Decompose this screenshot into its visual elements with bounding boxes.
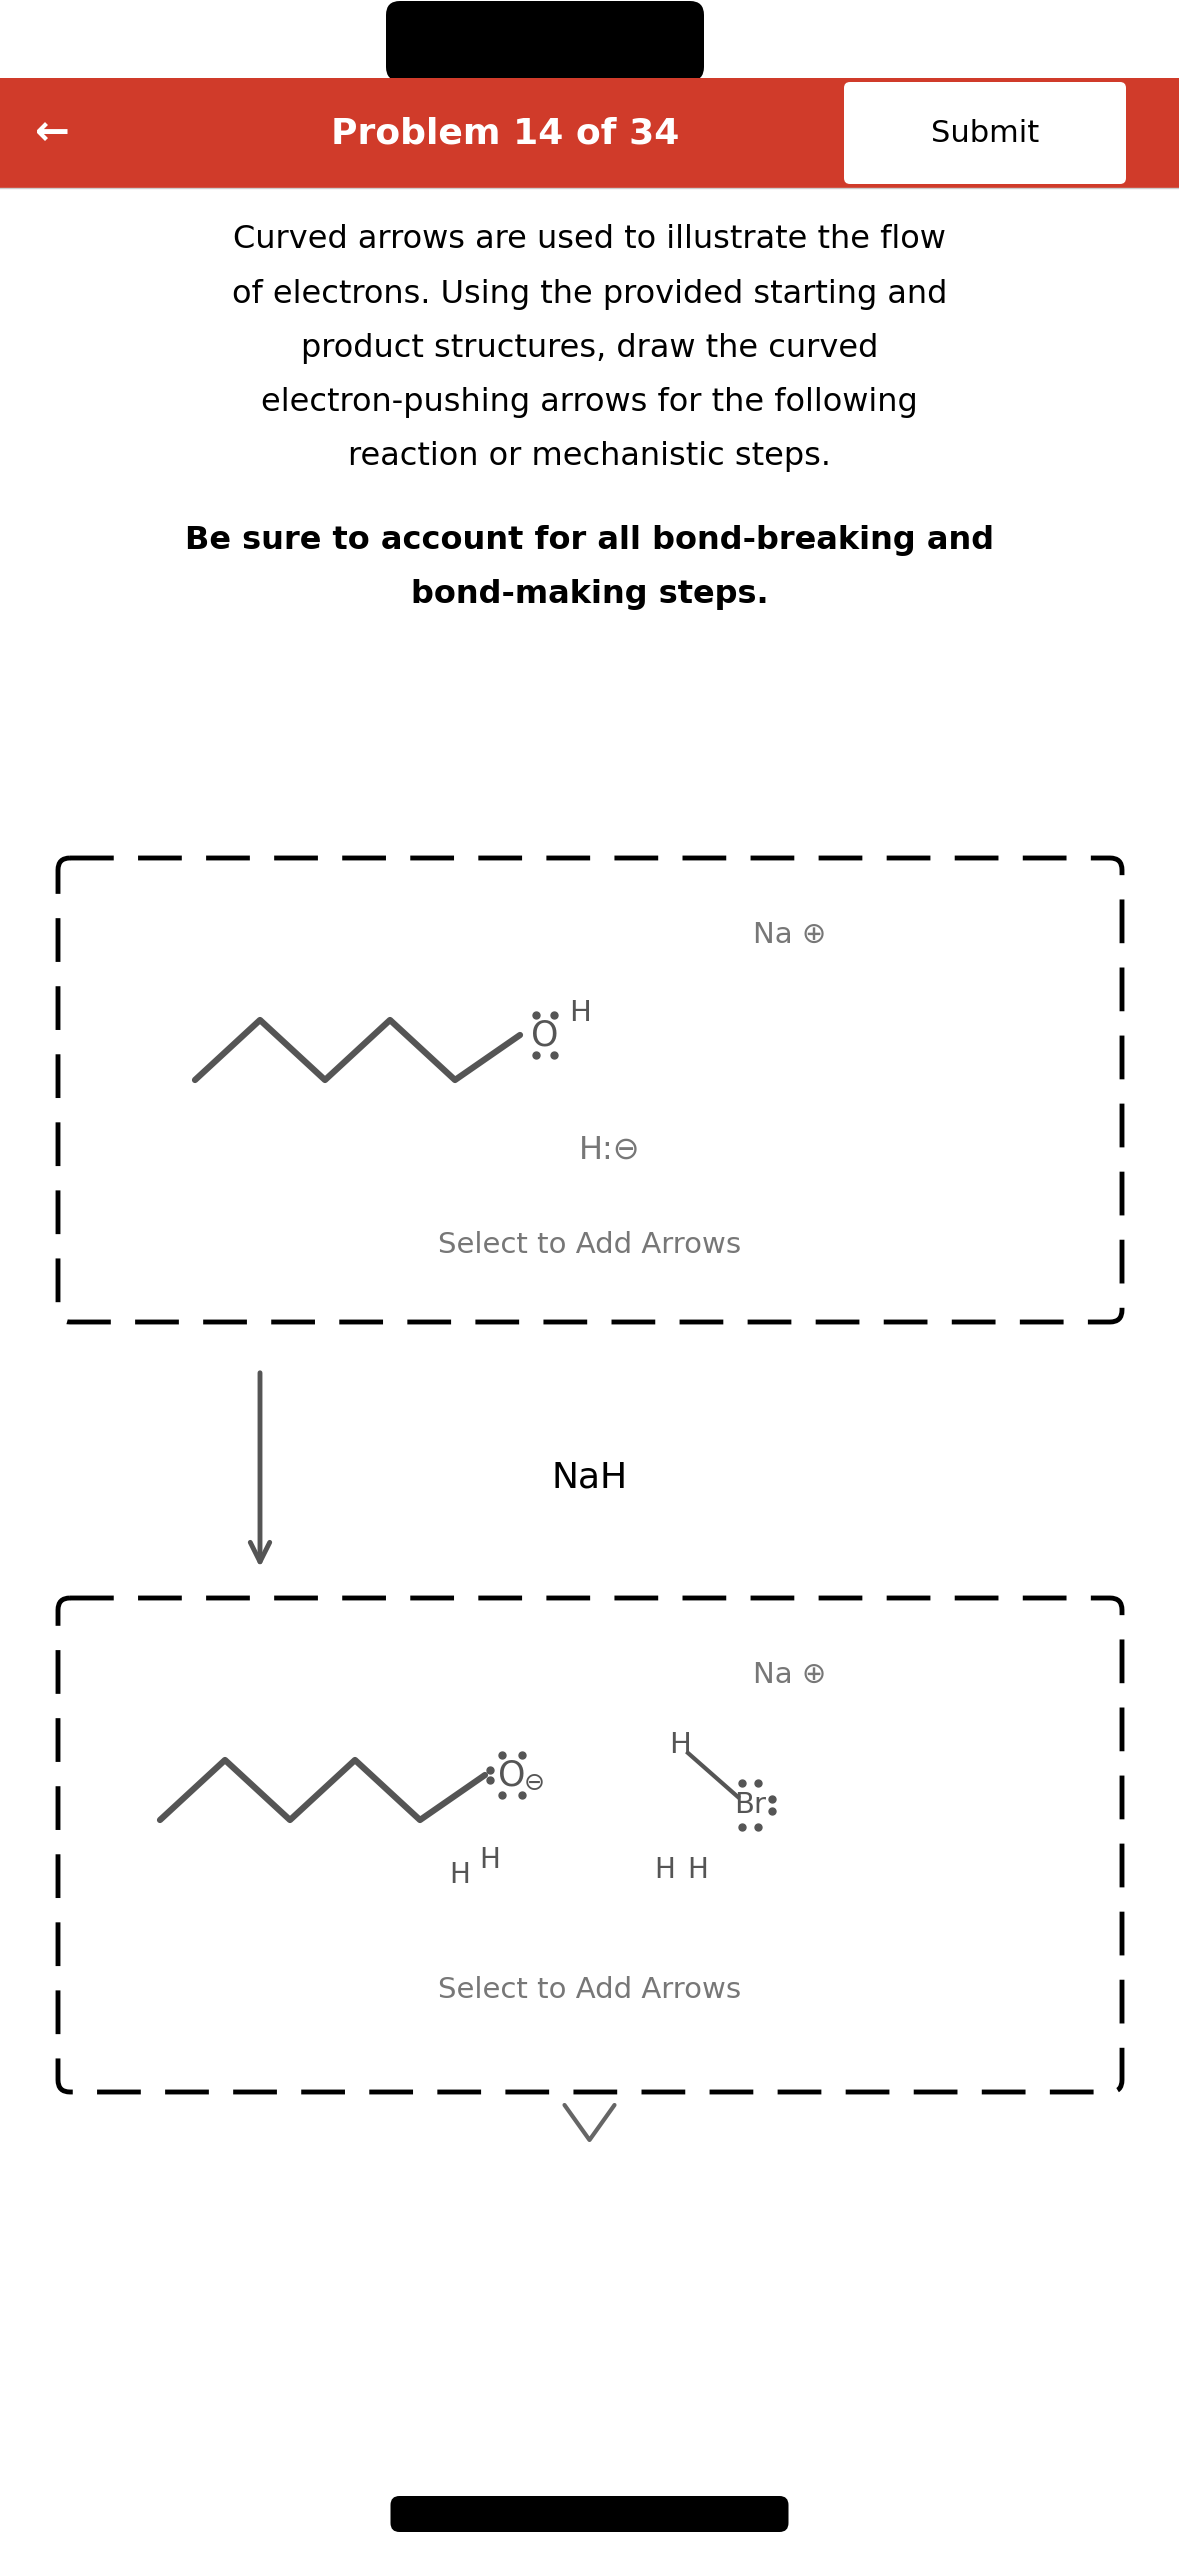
Text: O: O — [499, 1759, 526, 1792]
FancyBboxPatch shape — [58, 1598, 1122, 2091]
Text: Na ⊕: Na ⊕ — [753, 920, 826, 948]
Text: O: O — [532, 1017, 559, 1053]
Text: H:⊖: H:⊖ — [579, 1135, 640, 1166]
Text: electron-pushing arrows for the following: electron-pushing arrows for the followin… — [261, 386, 918, 417]
Text: H: H — [687, 1856, 709, 1884]
Text: Select to Add Arrows: Select to Add Arrows — [437, 1976, 742, 2004]
Text: NaH: NaH — [552, 1462, 628, 1495]
Text: H: H — [654, 1856, 676, 1884]
FancyBboxPatch shape — [58, 859, 1122, 1321]
Text: H: H — [569, 999, 591, 1028]
Text: Br: Br — [735, 1792, 766, 1820]
Text: H: H — [668, 1730, 691, 1759]
Text: bond-making steps.: bond-making steps. — [410, 578, 769, 608]
Text: Problem 14 of 34: Problem 14 of 34 — [331, 115, 679, 151]
Text: Na ⊕: Na ⊕ — [753, 1661, 826, 1690]
Text: Curved arrows are used to illustrate the flow: Curved arrows are used to illustrate the… — [233, 225, 946, 256]
Text: Be sure to account for all bond-breaking and: Be sure to account for all bond-breaking… — [185, 524, 994, 555]
FancyBboxPatch shape — [844, 82, 1126, 184]
Text: Select to Add Arrows: Select to Add Arrows — [437, 1232, 742, 1260]
FancyBboxPatch shape — [390, 2497, 789, 2533]
Text: reaction or mechanistic steps.: reaction or mechanistic steps. — [348, 440, 831, 470]
Text: H: H — [449, 1861, 470, 1889]
Text: ←: ← — [34, 112, 70, 153]
Bar — [0, 79, 1179, 189]
Text: of electrons. Using the provided starting and: of electrons. Using the provided startin… — [232, 279, 947, 309]
Text: product structures, draw the curved: product structures, draw the curved — [301, 332, 878, 363]
Text: H: H — [480, 1845, 500, 1874]
FancyBboxPatch shape — [386, 0, 704, 82]
Text: Submit: Submit — [931, 118, 1039, 148]
Text: ⊖: ⊖ — [523, 1771, 545, 1794]
